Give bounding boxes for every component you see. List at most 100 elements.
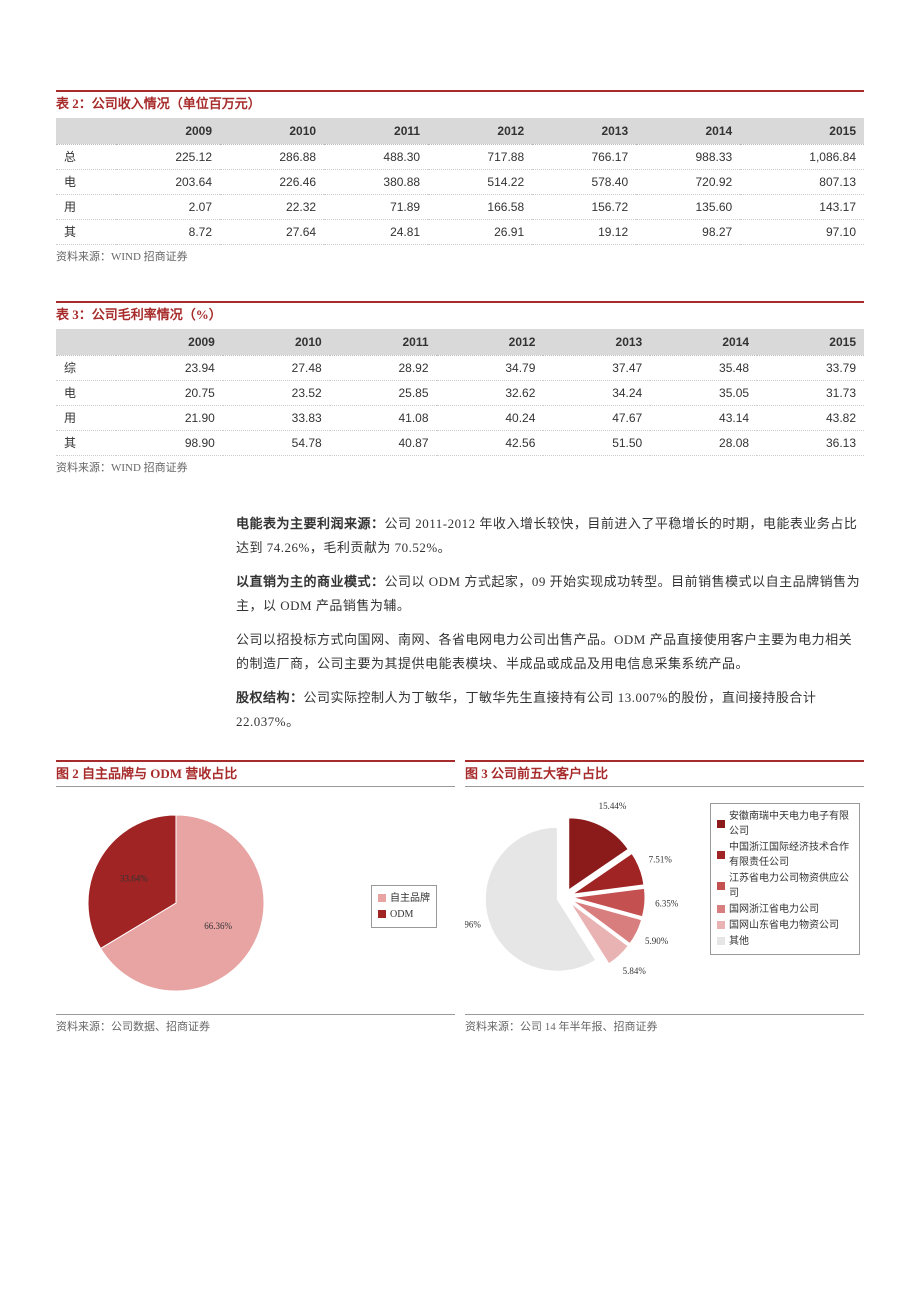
pie-slice-label: 58.96%	[465, 919, 481, 929]
table-cell: 综	[56, 355, 116, 380]
table-header: 2011	[330, 329, 437, 356]
table-header: 2012	[428, 118, 532, 145]
table-cell: 35.05	[650, 380, 757, 405]
table-cell: 其	[56, 430, 116, 455]
table-header: 2009	[116, 329, 223, 356]
table-cell: 23.52	[223, 380, 330, 405]
table-cell: 47.67	[543, 405, 650, 430]
table-cell: 25.85	[330, 380, 437, 405]
table-cell: 电	[56, 169, 116, 194]
table-cell: 71.89	[324, 194, 428, 219]
table-cell: 23.94	[116, 355, 223, 380]
legend-label: 国网山东省电力物资公司	[729, 918, 839, 933]
table-cell: 97.10	[740, 219, 864, 244]
pie-slice-label: 33.64%	[120, 873, 148, 883]
table-header: 2010	[223, 329, 330, 356]
table-cell: 720.92	[636, 169, 740, 194]
table-cell: 43.14	[650, 405, 757, 430]
table3: 2009201020112012201320142015 综23.9427.48…	[56, 329, 864, 456]
fig3-title: 图 3 公司前五大客户占比	[465, 760, 864, 787]
fig3-source: 资料来源：公司 14 年半年报、招商证券	[465, 1019, 864, 1036]
table-cell: 1,086.84	[740, 144, 864, 169]
table-cell: 27.48	[223, 355, 330, 380]
fig2-pie: 66.36%33.64%	[56, 795, 316, 1007]
table-cell: 总	[56, 144, 116, 169]
table-cell: 24.81	[324, 219, 428, 244]
table-row: 用2.0722.3271.89166.58156.72135.60143.17	[56, 194, 864, 219]
legend-swatch	[717, 937, 725, 945]
legend-label: 国网浙江省电力公司	[729, 902, 819, 917]
table-cell: 31.73	[757, 380, 864, 405]
fig2-title: 图 2 自主品牌与 ODM 营收占比	[56, 760, 455, 787]
p1-bold: 电能表为主要利润来源：	[236, 516, 385, 531]
table-row: 总225.12286.88488.30717.88766.17988.331,0…	[56, 144, 864, 169]
p4-text: 公司实际控制人为丁敏华，丁敏华先生直接持有公司 13.007%的股份，直间接持股…	[236, 690, 816, 729]
table-cell: 32.62	[437, 380, 544, 405]
table-header: 2013	[532, 118, 636, 145]
legend-item: 江苏省电力公司物资供应公司	[717, 871, 853, 901]
table-row: 其98.9054.7840.8742.5651.5028.0836.13	[56, 430, 864, 455]
table-cell: 其	[56, 219, 116, 244]
table-cell: 54.78	[223, 430, 330, 455]
table-cell: 2.07	[116, 194, 220, 219]
legend-swatch	[717, 851, 725, 859]
table-cell: 988.33	[636, 144, 740, 169]
legend-swatch	[378, 910, 386, 918]
table-cell: 33.83	[223, 405, 330, 430]
legend-label: 安徽南瑞中天电力电子有限公司	[729, 809, 853, 839]
table-cell: 34.79	[437, 355, 544, 380]
table-cell: 42.56	[437, 430, 544, 455]
table-cell: 28.08	[650, 430, 757, 455]
table-row: 综23.9427.4828.9234.7937.4735.4833.79	[56, 355, 864, 380]
legend-item: 安徽南瑞中天电力电子有限公司	[717, 809, 853, 839]
p4-bold: 股权结构：	[236, 690, 304, 705]
legend-label: 其他	[729, 934, 749, 949]
table2-source: 资料来源：WIND 招商证券	[56, 249, 864, 266]
table-cell: 19.12	[532, 219, 636, 244]
table-cell: 51.50	[543, 430, 650, 455]
legend-label: ODM	[390, 907, 413, 922]
table-cell: 34.24	[543, 380, 650, 405]
pie-slice-label: 6.35%	[655, 898, 679, 908]
table-header: 2013	[543, 329, 650, 356]
table-row: 电203.64226.46380.88514.22578.40720.92807…	[56, 169, 864, 194]
legend-swatch	[717, 905, 725, 913]
table-cell: 27.64	[220, 219, 324, 244]
table-cell: 35.48	[650, 355, 757, 380]
table-cell: 156.72	[532, 194, 636, 219]
pie-slice-label: 15.44%	[599, 801, 627, 811]
fig2-area: 66.36%33.64% 自主品牌ODM	[56, 795, 455, 1015]
table-cell: 286.88	[220, 144, 324, 169]
table-cell: 766.17	[532, 144, 636, 169]
table-cell: 用	[56, 405, 116, 430]
table-cell: 807.13	[740, 169, 864, 194]
table-cell: 578.40	[532, 169, 636, 194]
legend-label: 中国浙江国际经济技术合作有限责任公司	[729, 840, 853, 870]
p2-bold: 以直销为主的商业模式：	[236, 574, 385, 589]
table-row: 用21.9033.8341.0840.2447.6743.1443.82	[56, 405, 864, 430]
table2: 2009201020112012201320142015 总225.12286.…	[56, 118, 864, 245]
table-cell: 98.90	[116, 430, 223, 455]
table-cell: 用	[56, 194, 116, 219]
table-cell: 166.58	[428, 194, 532, 219]
table-cell: 40.24	[437, 405, 544, 430]
table-row: 其8.7227.6424.8126.9119.1298.2797.10	[56, 219, 864, 244]
table-header	[56, 118, 116, 145]
legend-item: 自主品牌	[378, 891, 430, 906]
table2-title: 表 2：公司收入情况（单位百万元）	[56, 90, 864, 114]
fig2-legend: 自主品牌ODM	[371, 885, 437, 928]
table-cell: 电	[56, 380, 116, 405]
table-row: 电20.7523.5225.8532.6234.2435.0531.73	[56, 380, 864, 405]
table-header: 2014	[636, 118, 740, 145]
table-cell: 380.88	[324, 169, 428, 194]
table-header: 2009	[116, 118, 220, 145]
table-cell: 135.60	[636, 194, 740, 219]
legend-swatch	[717, 820, 725, 828]
table-header: 2012	[437, 329, 544, 356]
fig3-area: 15.44%7.51%6.35%5.90%5.84%58.96% 安徽南瑞中天电…	[465, 795, 864, 1015]
table-cell: 98.27	[636, 219, 740, 244]
table-cell: 21.90	[116, 405, 223, 430]
table-cell: 143.17	[740, 194, 864, 219]
legend-swatch	[378, 894, 386, 902]
table-cell: 225.12	[116, 144, 220, 169]
